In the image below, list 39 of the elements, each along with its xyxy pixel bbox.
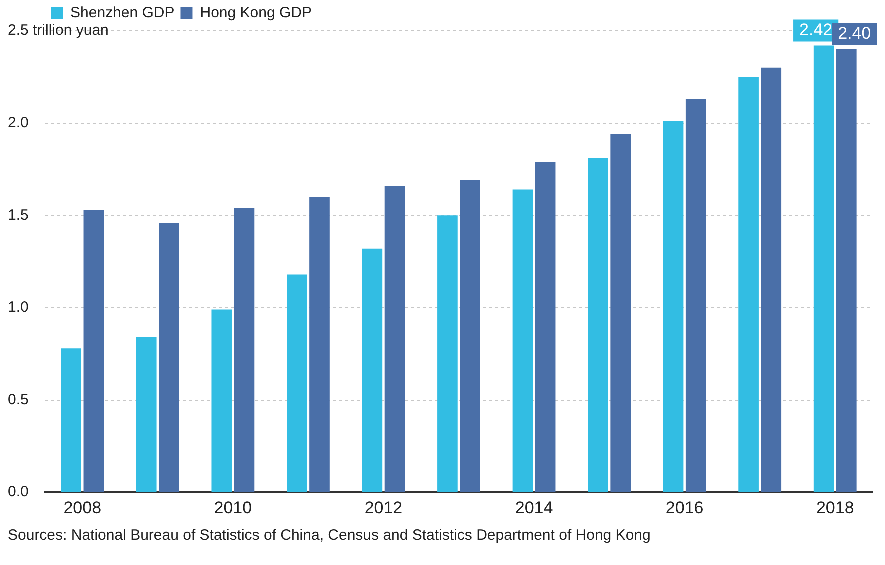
y-tick-label: 2.5 trillion yuan: [8, 22, 109, 40]
bar: [310, 197, 330, 492]
bar: [588, 158, 608, 492]
legend-label: Shenzhen GDP: [70, 4, 175, 22]
x-tick-label: 2018: [816, 498, 854, 518]
bar: [663, 121, 684, 492]
data-label: 2.40: [838, 24, 872, 44]
x-tick-label: 2014: [515, 498, 554, 518]
bar: [610, 134, 631, 492]
bar: [836, 49, 857, 492]
bar: [384, 186, 406, 492]
bar: [535, 162, 556, 492]
bar: [512, 190, 534, 492]
y-tick-label: 0.5: [8, 391, 29, 408]
y-tick-label: 0.0: [8, 484, 29, 501]
bar: [234, 208, 255, 492]
x-tick-label: 2012: [364, 498, 403, 518]
x-tick-label: 2008: [64, 498, 102, 518]
source-note: Sources: National Bureau of Statistics of China, Census and Statistics Department of Hong Kong: [8, 527, 652, 545]
legend-label: Hong Kong GDP: [200, 4, 312, 22]
bar: [686, 99, 706, 492]
bar: [136, 338, 157, 492]
bar: [287, 274, 308, 492]
bar: [738, 77, 759, 492]
bar: [438, 216, 458, 492]
bar: [159, 223, 180, 492]
data-label: 2.42: [800, 20, 833, 40]
y-tick-label: 1.5: [8, 206, 29, 224]
bar: [212, 310, 232, 492]
bar: [460, 180, 480, 492]
y-tick-label: 2.0: [8, 114, 29, 132]
bar: [362, 248, 383, 492]
y-tick-label: 1.0: [8, 299, 29, 316]
bar: [84, 210, 104, 492]
x-tick-label: 2016: [666, 498, 704, 518]
bar: [814, 46, 834, 492]
bar: [761, 68, 782, 492]
x-tick-label: 2010: [214, 498, 252, 518]
bar: [61, 348, 82, 492]
